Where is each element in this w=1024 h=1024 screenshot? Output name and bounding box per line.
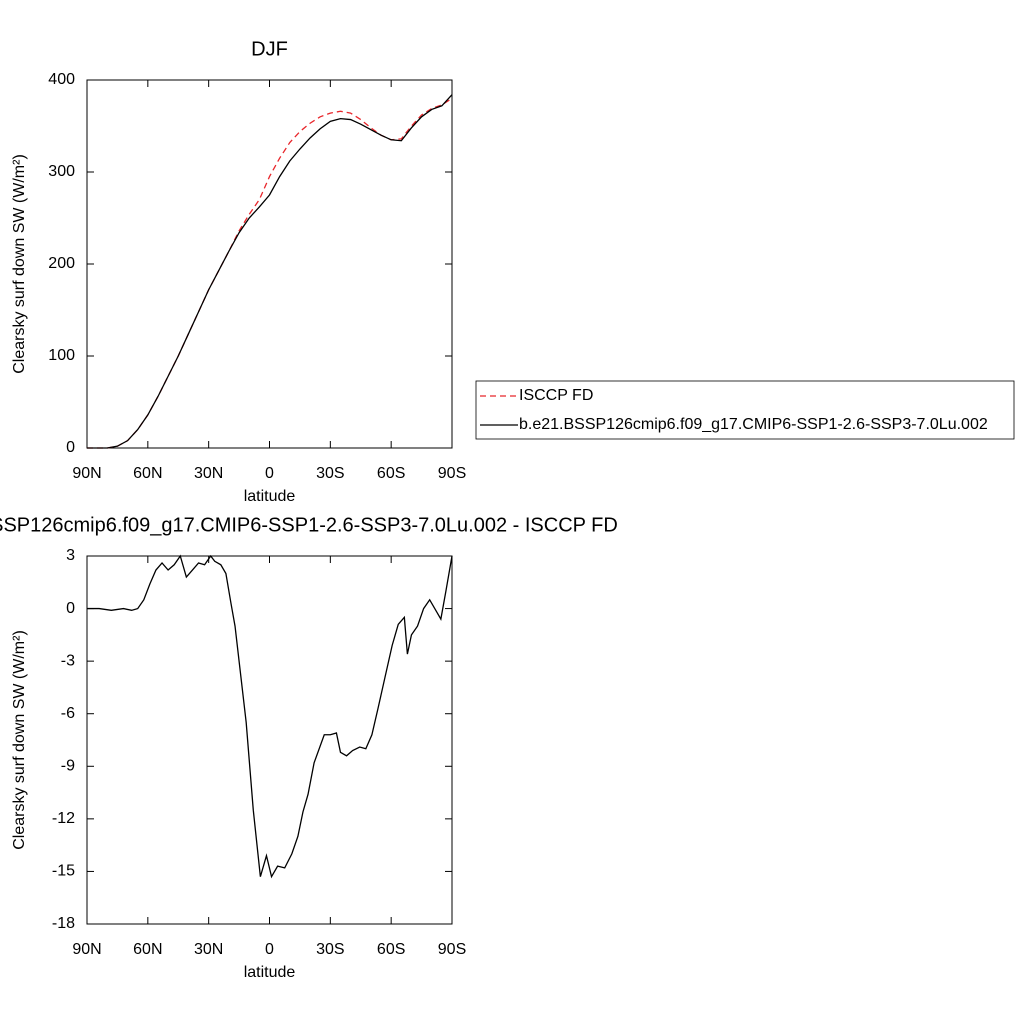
x-tick-label: 60S	[377, 941, 405, 958]
y-tick-label: -12	[52, 810, 75, 827]
x-tick-label: 90S	[438, 941, 466, 958]
x-tick-label: 60N	[133, 465, 162, 482]
x-tick-label: 0	[265, 465, 274, 482]
y-tick-label: -9	[61, 758, 75, 775]
x-tick-label: 30N	[194, 941, 223, 958]
x-tick-label: 90N	[72, 465, 101, 482]
x-tick-label: 60S	[377, 465, 405, 482]
y-tick-label: 3	[66, 547, 75, 564]
x-tick-label: 60N	[133, 941, 162, 958]
y-tick-label: -3	[61, 652, 75, 669]
data-line	[87, 94, 453, 449]
x-tick-label: 30N	[194, 465, 223, 482]
legend-box	[475, 380, 1015, 440]
legend-label: b.e21.BSSP126cmip6.f09_g17.CMIP6-SSP1-2.…	[519, 416, 988, 433]
y-tick-label: -18	[52, 915, 75, 932]
x-tick-label: 30S	[316, 465, 344, 482]
x-tick-label: 30S	[316, 941, 344, 958]
x-tick-label: 0	[265, 941, 274, 958]
y-tick-label: 0	[66, 439, 75, 456]
y-axis-label: Clearsky surf down SW (W/m²)	[11, 630, 28, 850]
y-tick-label: -15	[52, 863, 75, 880]
y-tick-label: 100	[48, 347, 75, 364]
x-tick-label: 90N	[72, 941, 101, 958]
y-tick-label: -6	[61, 705, 75, 722]
plot-frame	[86, 79, 453, 449]
y-tick-label: 200	[48, 255, 75, 272]
y-tick-label: 300	[48, 163, 75, 180]
legend-label: ISCCP FD	[519, 387, 593, 404]
data-line	[87, 554, 453, 879]
y-axis-label: Clearsky surf down SW (W/m²)	[11, 154, 28, 374]
x-axis-label: latitude	[244, 488, 296, 505]
chart-title: b.e21.BSSP126cmip6.f09_g17.CMIP6-SSP1-2.…	[0, 514, 618, 536]
data-line	[87, 97, 453, 449]
chart-title: DJF	[251, 38, 288, 60]
y-tick-label: 0	[66, 600, 75, 617]
x-axis-label: latitude	[244, 964, 296, 981]
y-tick-label: 400	[48, 71, 75, 88]
x-tick-label: 90S	[438, 465, 466, 482]
